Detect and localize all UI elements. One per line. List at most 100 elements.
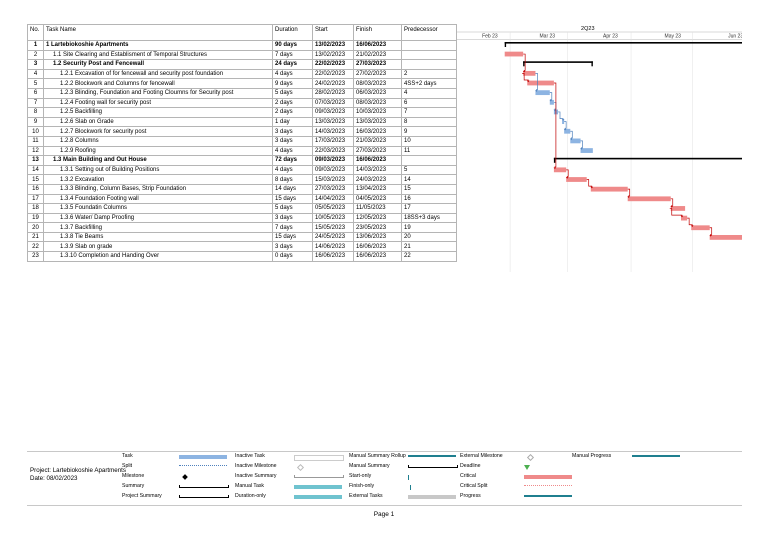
cell-finish[interactable]: 16/03/2023 (353, 126, 402, 137)
cell-start[interactable]: 14/03/2023 (312, 126, 354, 137)
cell-no[interactable]: 11 (27, 135, 44, 147)
table-row[interactable]: 11 1.2.8 Columns 3 days 17/03/2023 21/03/202… (27, 135, 457, 147)
cell-finish[interactable]: 10/03/2023 (353, 107, 402, 118)
cell-no[interactable]: 17 (27, 193, 44, 205)
cell-task-name[interactable]: 1.2.8 Columns (43, 135, 273, 147)
cell-predecessor[interactable]: 17 (401, 203, 457, 214)
cell-duration[interactable]: 3 days (272, 212, 313, 224)
cell-predecessor[interactable] (401, 49, 457, 61)
cell-finish[interactable]: 16/06/2023 (353, 251, 402, 262)
cell-task-name[interactable]: 1.2.1 Excavation of for fencewall and se… (43, 68, 273, 80)
col-header-finish[interactable]: Finish (353, 24, 402, 41)
table-row[interactable]: 15 1.3.2 Excavation 8 days 15/03/2023 24/03/… (27, 174, 457, 185)
cell-finish[interactable]: 24/03/2023 (353, 174, 402, 185)
cell-no[interactable]: 16 (27, 183, 44, 195)
cell-task-name[interactable]: 1.3.5 Foundatin Columns (43, 203, 273, 214)
cell-task-name[interactable]: 1.3 Main Building and Out House (43, 155, 273, 166)
cell-start[interactable]: 10/05/2023 (312, 212, 354, 224)
cell-finish[interactable]: 23/05/2023 (353, 222, 402, 233)
cell-duration[interactable]: 90 days (272, 40, 313, 51)
cell-finish[interactable]: 12/05/2023 (353, 212, 402, 224)
cell-no[interactable]: 22 (27, 241, 44, 253)
table-row[interactable]: 14 1.3.1 Setting out of Building Position… (27, 164, 457, 176)
cell-task-name[interactable]: 1.2.9 Roofing (43, 145, 273, 157)
cell-start[interactable]: 09/03/2023 (312, 107, 354, 118)
cell-start[interactable]: 05/05/2023 (312, 203, 354, 214)
cell-start[interactable]: 24/05/2023 (312, 231, 354, 243)
cell-no[interactable]: 3 (27, 59, 44, 70)
cell-duration[interactable]: 24 days (272, 59, 313, 70)
cell-task-name[interactable]: 1.2.2 Blockwork and Columns for fencewal… (43, 78, 273, 89)
table-row[interactable]: 19 1.3.6 Water/ Damp Proofing 3 days 10/05/… (27, 212, 457, 224)
cell-start[interactable]: 13/02/2023 (312, 49, 354, 61)
cell-finish[interactable]: 21/03/2023 (353, 135, 402, 147)
cell-no[interactable]: 6 (27, 87, 44, 99)
cell-no[interactable]: 4 (27, 68, 44, 80)
cell-start[interactable]: 09/03/2023 (312, 164, 354, 176)
cell-task-name[interactable]: 1.3.3 Blinding, Column Bases, Strip Foun… (43, 183, 273, 195)
table-row[interactable]: 6 1.2.3 Blinding, Foundation and Footing … (27, 87, 457, 99)
cell-no[interactable]: 13 (27, 155, 44, 166)
cell-no[interactable]: 1 (27, 40, 44, 51)
col-header-no[interactable]: No. (27, 24, 44, 41)
cell-start[interactable]: 15/05/2023 (312, 222, 354, 233)
cell-finish[interactable]: 04/05/2023 (353, 193, 402, 205)
cell-task-name[interactable]: 1.2.3 Blinding, Foundation and Footing C… (43, 87, 273, 99)
cell-start[interactable]: 15/03/2023 (312, 174, 354, 185)
table-row[interactable]: 12 1.2.9 Roofing 4 days 22/03/2023 27/03/202… (27, 145, 457, 157)
cell-no[interactable]: 5 (27, 78, 44, 89)
cell-duration[interactable]: 3 days (272, 135, 313, 147)
cell-finish[interactable]: 27/02/2023 (353, 68, 402, 80)
cell-task-name[interactable]: 1.3.6 Water/ Damp Proofing (43, 212, 273, 224)
cell-finish[interactable]: 08/03/2023 (353, 97, 402, 109)
cell-duration[interactable]: 4 days (272, 68, 313, 80)
cell-start[interactable]: 16/06/2023 (312, 251, 354, 262)
cell-duration[interactable]: 9 days (272, 78, 313, 89)
cell-finish[interactable]: 16/06/2023 (353, 241, 402, 253)
cell-finish[interactable]: 06/03/2023 (353, 87, 402, 99)
cell-no[interactable]: 7 (27, 97, 44, 109)
table-row[interactable]: 2 1.1 Site Clearing and Establisment of T… (27, 49, 457, 61)
cell-task-name[interactable]: 1.2 Security Post and Fencewall (43, 59, 273, 70)
cell-start[interactable]: 13/03/2023 (312, 116, 354, 128)
cell-duration[interactable]: 14 days (272, 183, 313, 195)
cell-duration[interactable]: 3 days (272, 126, 313, 137)
cell-finish[interactable]: 21/02/2023 (353, 49, 402, 61)
cell-no[interactable]: 9 (27, 116, 44, 128)
cell-task-name[interactable]: 1.2.6 Slab on Grade (43, 116, 273, 128)
cell-start[interactable]: 17/03/2023 (312, 135, 354, 147)
cell-finish[interactable]: 08/03/2023 (353, 78, 402, 89)
cell-start[interactable]: 09/03/2023 (312, 155, 354, 166)
table-row[interactable]: 5 1.2.2 Blockwork and Columns for fencewa… (27, 78, 457, 89)
cell-finish[interactable]: 27/03/2023 (353, 145, 402, 157)
cell-predecessor[interactable]: 5 (401, 164, 457, 176)
cell-start[interactable]: 22/02/2023 (312, 68, 354, 80)
cell-task-name[interactable]: 1.2.5 Backfilling (43, 107, 273, 118)
cell-predecessor[interactable]: 4SS+2 days (401, 78, 457, 89)
cell-predecessor[interactable] (401, 155, 457, 166)
cell-predecessor[interactable] (401, 40, 457, 51)
cell-predecessor[interactable]: 16 (401, 193, 457, 205)
cell-duration[interactable]: 3 days (272, 241, 313, 253)
cell-predecessor[interactable]: 6 (401, 97, 457, 109)
cell-task-name[interactable]: 1.3.8 Tie Beams (43, 231, 273, 243)
table-row[interactable]: 3 1.2 Security Post and Fencewall 24 days 2… (27, 59, 457, 70)
cell-start[interactable]: 07/03/2023 (312, 97, 354, 109)
table-row[interactable]: 21 1.3.8 Tie Beams 15 days 24/05/2023 13/06/… (27, 231, 457, 243)
cell-predecessor[interactable]: 4 (401, 87, 457, 99)
table-row[interactable]: 22 1.3.9 Slab on grade 3 days 14/06/2023 16/… (27, 241, 457, 253)
cell-predecessor[interactable]: 19 (401, 222, 457, 233)
cell-start[interactable]: 22/02/2023 (312, 59, 354, 70)
table-row[interactable]: 10 1.2.7 Blockwork for security post 3 day… (27, 126, 457, 137)
cell-predecessor[interactable]: 22 (401, 251, 457, 262)
cell-start[interactable]: 22/03/2023 (312, 145, 354, 157)
cell-duration[interactable]: 8 days (272, 174, 313, 185)
table-row[interactable]: 18 1.3.5 Foundatin Columns 5 days 05/05/202… (27, 203, 457, 214)
cell-predecessor[interactable]: 9 (401, 126, 457, 137)
cell-no[interactable]: 19 (27, 212, 44, 224)
cell-duration[interactable]: 7 days (272, 222, 313, 233)
cell-predecessor[interactable]: 18SS+3 days (401, 212, 457, 224)
cell-finish[interactable]: 13/06/2023 (353, 231, 402, 243)
cell-finish[interactable]: 13/04/2023 (353, 183, 402, 195)
table-row[interactable]: 20 1.3.7 Backfilling 7 days 15/05/2023 23/05… (27, 222, 457, 233)
